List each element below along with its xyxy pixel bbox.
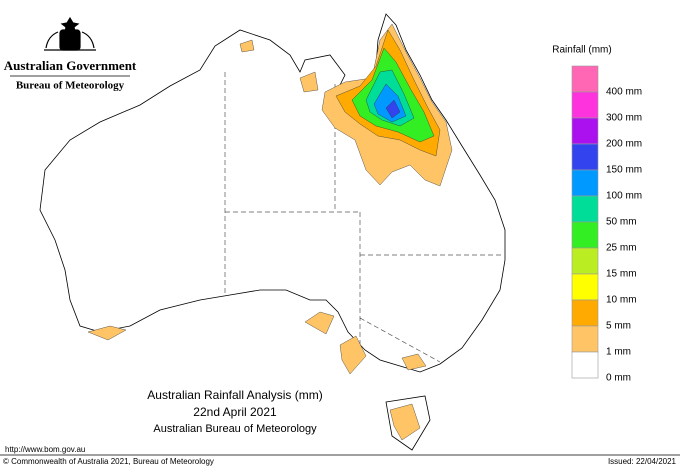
australia-map — [39, 13, 506, 451]
legend-label: 25 mm — [606, 243, 637, 254]
legend-swatch — [571, 325, 599, 353]
logo — [44, 16, 96, 51]
legend-label: 50 mm — [606, 217, 637, 228]
map-date: 22nd April 2021 — [193, 405, 277, 419]
map-title: Australian Rainfall Analysis (mm) — [147, 388, 322, 402]
map-source: Australian Bureau of Meteorology — [153, 423, 317, 435]
government-name: Australian Government — [4, 58, 137, 73]
legend: 400 mm 300 mm 200 mm 150 mm 100 mm 50 mm 25 mm… — [571, 65, 642, 384]
legend-label: 400 mm — [606, 87, 642, 98]
legend-swatch — [571, 351, 599, 379]
legend-swatch — [571, 91, 599, 119]
legend-swatch — [571, 299, 599, 327]
url: http://www.bom.gov.au — [5, 445, 85, 454]
legend-label: 100 mm — [606, 191, 642, 202]
legend-label: 1 mm — [606, 347, 631, 358]
legend-swatch — [571, 221, 599, 249]
legend-label: 150 mm — [606, 165, 642, 176]
legend-label: 200 mm — [606, 139, 642, 150]
legend-label: 300 mm — [606, 113, 642, 124]
legend-swatch — [571, 247, 599, 275]
legend-swatch — [571, 169, 599, 197]
legend-label: 5 mm — [606, 321, 631, 332]
legend-swatch — [571, 273, 599, 301]
issued: Issued: 22/04/2021 — [608, 457, 677, 466]
legend-swatch — [571, 195, 599, 223]
copyright: © Commonwealth of Australia 2021, Bureau… — [3, 457, 214, 466]
bureau-name: Bureau of Meteorology — [16, 80, 125, 92]
legend-title: Rainfall (mm) — [552, 45, 611, 56]
legend-label: 10 mm — [606, 295, 637, 306]
legend-label: 15 mm — [606, 269, 637, 280]
rainfall-areas — [87, 23, 453, 441]
legend-swatch — [571, 65, 599, 93]
legend-swatch — [571, 117, 599, 145]
legend-label: 0 mm — [606, 373, 631, 384]
legend-swatch — [571, 143, 599, 171]
